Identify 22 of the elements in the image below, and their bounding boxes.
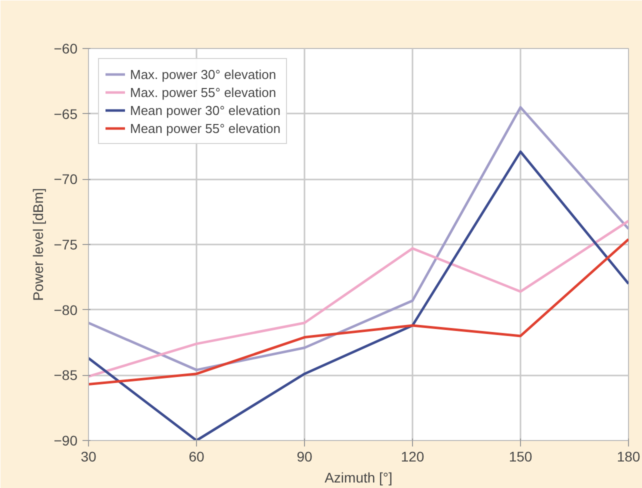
- x-tick-label: 60: [188, 448, 204, 464]
- x-axis-title: Azimuth [°]: [324, 470, 392, 486]
- y-tick-label: −70: [54, 171, 78, 188]
- y-axis-title: Power level [dBm]: [30, 188, 46, 301]
- y-tick-label: −75: [54, 236, 78, 252]
- legend-label: Mean power 30° elevation: [130, 102, 280, 119]
- legend-label: Max. power 55° elevation: [130, 84, 276, 101]
- x-tick-label: 90: [296, 448, 312, 464]
- line-series: [88, 238, 628, 386]
- y-tick-label: −60: [54, 40, 78, 56]
- y-tick-label: −65: [54, 106, 78, 122]
- legend-label: Max. power 30° elevation: [130, 66, 276, 83]
- legend-label: Mean power 55° elevation: [130, 120, 280, 137]
- y-tick-label: −90: [54, 432, 78, 448]
- line-series: [88, 106, 628, 372]
- line-series: [88, 220, 628, 378]
- x-tick-label: 120: [400, 448, 424, 464]
- x-tick-label: 180: [616, 448, 640, 464]
- y-tick-label: −85: [54, 367, 78, 384]
- y-tick-label: −80: [54, 302, 78, 318]
- x-tick-label: 150: [508, 448, 532, 464]
- x-tick-label: 30: [80, 448, 96, 464]
